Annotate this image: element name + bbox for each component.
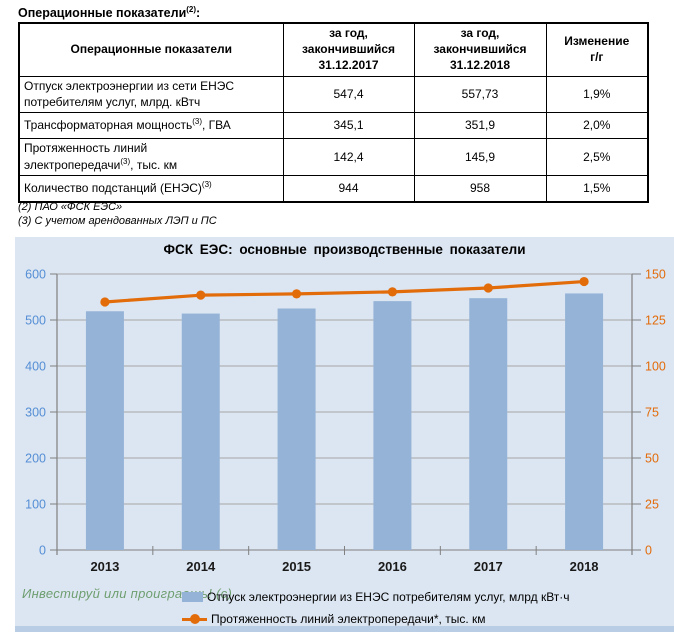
line-point (291, 289, 302, 299)
value-2017: 547,4 (282, 75, 415, 113)
doc-title: Операционные показатели(2): (18, 5, 201, 21)
legend-item-bar: Отпуск электроэнергии из ЕНЭС потребител… (182, 589, 570, 605)
right-axis-label: 0 (645, 544, 652, 558)
x-axis-label: 2014 (186, 559, 216, 574)
bar (277, 308, 316, 550)
line-point (387, 287, 398, 297)
x-axis-label: 2015 (282, 559, 311, 574)
x-axis-label: 2018 (570, 559, 599, 574)
row-label: Трансформаторная мощность(3), ГВА (18, 111, 284, 139)
doc-title-text: Операционные показатели (18, 6, 187, 21)
header-2017: за год, закончившийся 31.12.2017 (282, 22, 415, 77)
row-label: Количество подстанций (ЕНЭС)(3) (18, 174, 284, 203)
value-2017: 142,4 (282, 137, 415, 176)
line-point (483, 283, 493, 293)
value-change: 2,0% (545, 111, 649, 139)
left-axis-label: 600 (25, 268, 46, 282)
table-row: Протяженность линий электропередачи(3), … (18, 137, 649, 176)
value-2018: 351,9 (413, 111, 547, 139)
right-axis-label: 150 (645, 268, 666, 282)
bar (373, 301, 412, 550)
value-2018: 145,9 (413, 137, 547, 176)
value-change: 1,5% (545, 174, 649, 203)
doc-title-footnote-ref: (2) (186, 5, 197, 14)
footnote-2: (2) ПАО «ФСК ЕЭС» (18, 201, 123, 213)
line-point (579, 276, 589, 287)
x-axis-label: 2016 (378, 559, 407, 574)
value-2017: 345,1 (282, 111, 415, 139)
right-axis-label: 100 (645, 360, 666, 374)
header-2018: за год, закончившийся 31.12.2018 (413, 22, 547, 77)
bottom-strip (15, 626, 674, 632)
right-axis-label: 75 (645, 406, 659, 420)
footnotes: (2) ПАО «ФСК ЕЭС» (3) С учетом арендован… (18, 201, 217, 229)
line-series (104, 279, 585, 304)
left-axis-label: 100 (25, 498, 46, 512)
chart-title: ФСК ЕЭС: основные производственные показ… (163, 242, 526, 257)
right-axis-label: 25 (645, 498, 659, 512)
line-point (100, 297, 110, 307)
value-2018: 557,73 (413, 75, 547, 113)
watermark: Инвестируй или проиграешь! (с) (22, 586, 233, 601)
legend-label-line: Протяженность линий электропередачи*, ты… (211, 612, 486, 626)
chart-legend: Отпуск электроэнергии из ЕНЭС потребител… (182, 589, 570, 632)
table-row: Количество подстанций (ЕНЭС)(3) 944 958 … (18, 174, 649, 203)
left-axis-label: 0 (39, 544, 46, 558)
bar (85, 311, 124, 550)
legend-label-bar: Отпуск электроэнергии из ЕНЭС потребител… (207, 590, 570, 604)
value-2018: 958 (413, 174, 547, 203)
x-axis-label: 2017 (474, 559, 503, 574)
header-change: Изменение г/г (545, 22, 649, 77)
value-change: 1,9% (545, 75, 649, 113)
table-header-row: Операционные показатели за год, закончив… (18, 22, 649, 77)
left-axis-label: 500 (25, 314, 46, 328)
header-indicator: Операционные показатели (18, 22, 284, 77)
right-axis-label: 125 (645, 314, 666, 328)
left-axis-label: 200 (25, 452, 46, 466)
value-2017: 944 (282, 174, 415, 203)
x-axis-label: 2013 (90, 559, 119, 574)
value-change: 2,5% (545, 137, 649, 176)
right-axis-label: 50 (645, 452, 659, 466)
table-row: Трансформаторная мощность(3), ГВА 345,1 … (18, 111, 649, 139)
production-chart: 600 150 500 125 400 100 300 75 200 50 100 25 0 0 2013 2… (25, 268, 666, 575)
footnote-3: (3) С учетом арендованных ЛЭП и ПС (18, 214, 217, 227)
row-label: Протяженность линий электропередачи(3), … (18, 137, 284, 176)
production-chart-panel: ФСК ЕЭС: основные производственные показ… (15, 237, 674, 632)
row-label: Отпуск электроэнергии из сети ЕНЭС потре… (18, 75, 284, 113)
bar (565, 293, 604, 550)
left-axis-label: 400 (25, 360, 46, 374)
bar (469, 298, 508, 550)
line-point (196, 290, 206, 300)
table-row: Отпуск электроэнергии из сети ЕНЭС потре… (18, 75, 649, 113)
bar (181, 313, 220, 550)
line-swatch-icon (182, 614, 207, 624)
operational-indicators-table: Операционные показатели за год, закончив… (18, 22, 649, 203)
bar-swatch-icon (182, 592, 203, 602)
left-axis-label: 300 (25, 406, 46, 420)
legend-item-line: Протяженность линий электропередачи*, ты… (182, 611, 570, 627)
